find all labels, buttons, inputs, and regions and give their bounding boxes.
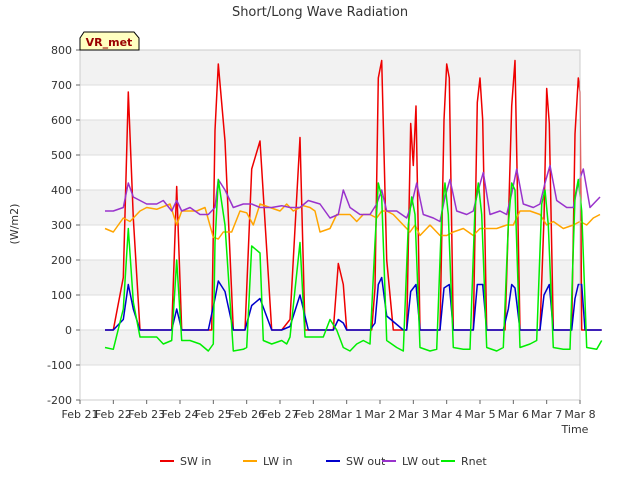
x-tick-label: Mar 1: [331, 408, 362, 421]
y-tick-label: 500: [51, 149, 72, 162]
legend-label: SW out: [346, 455, 386, 468]
legend-label: Rnet: [461, 455, 487, 468]
x-tick-label: Feb 23: [128, 408, 165, 421]
y-tick-label: 700: [51, 79, 72, 92]
y-tick-label: -100: [47, 359, 72, 372]
legend-label: LW in: [263, 455, 293, 468]
y-axis-label: (W/m2): [8, 204, 21, 245]
legend: SW in LW in SW out LW out Rnet: [160, 455, 487, 468]
legend-label: SW in: [180, 455, 211, 468]
y-tick-label: 0: [65, 324, 72, 337]
y-tick-label: 300: [51, 219, 72, 232]
x-tick-label: Feb 24: [162, 408, 199, 421]
x-tick-label: Mar 8: [564, 408, 595, 421]
series-layer: [104, 59, 603, 352]
station-badge-box: [79, 31, 140, 51]
x-tick-label: Feb 22: [95, 408, 132, 421]
grid-band: [80, 330, 580, 365]
y-tick-label: 400: [51, 184, 72, 197]
x-tick-label: Mar 3: [398, 408, 429, 421]
legend-label: LW out: [402, 455, 440, 468]
y-tick-labels: -200 -100 0 100 200 300 400 500 600 700 800: [47, 44, 80, 407]
grid-band: [80, 120, 580, 155]
chart-title: Short/Long Wave Radiation: [232, 5, 408, 20]
x-tick-label: Mar 4: [431, 408, 462, 421]
y-tick-label: 100: [51, 289, 72, 302]
x-tick-label: Feb 21: [62, 408, 99, 421]
y-tick-label: 800: [51, 44, 72, 57]
station-badge: VR_met: [79, 31, 140, 51]
x-axis-label: Time: [561, 423, 589, 436]
x-tick-label: Feb 28: [295, 408, 332, 421]
y-tick-label: 600: [51, 114, 72, 127]
x-tick-label: Mar 7: [531, 408, 562, 421]
x-tick-label: Mar 2: [364, 408, 395, 421]
series-line-rnet: [104, 178, 603, 352]
x-tick-label: Feb 25: [195, 408, 232, 421]
grid-band: [80, 260, 580, 295]
x-tick-label: Feb 26: [228, 408, 265, 421]
y-tick-label: -200: [47, 394, 72, 407]
series-line-lw-out: [105, 164, 601, 223]
x-tick-label: Mar 6: [498, 408, 529, 421]
x-tick-label: Feb 27: [262, 408, 299, 421]
grid-band: [80, 50, 580, 85]
y-tick-label: 200: [51, 254, 72, 267]
x-tick-label: Mar 5: [464, 408, 495, 421]
grid-band: [80, 190, 580, 225]
station-label: VR_met: [86, 36, 133, 49]
